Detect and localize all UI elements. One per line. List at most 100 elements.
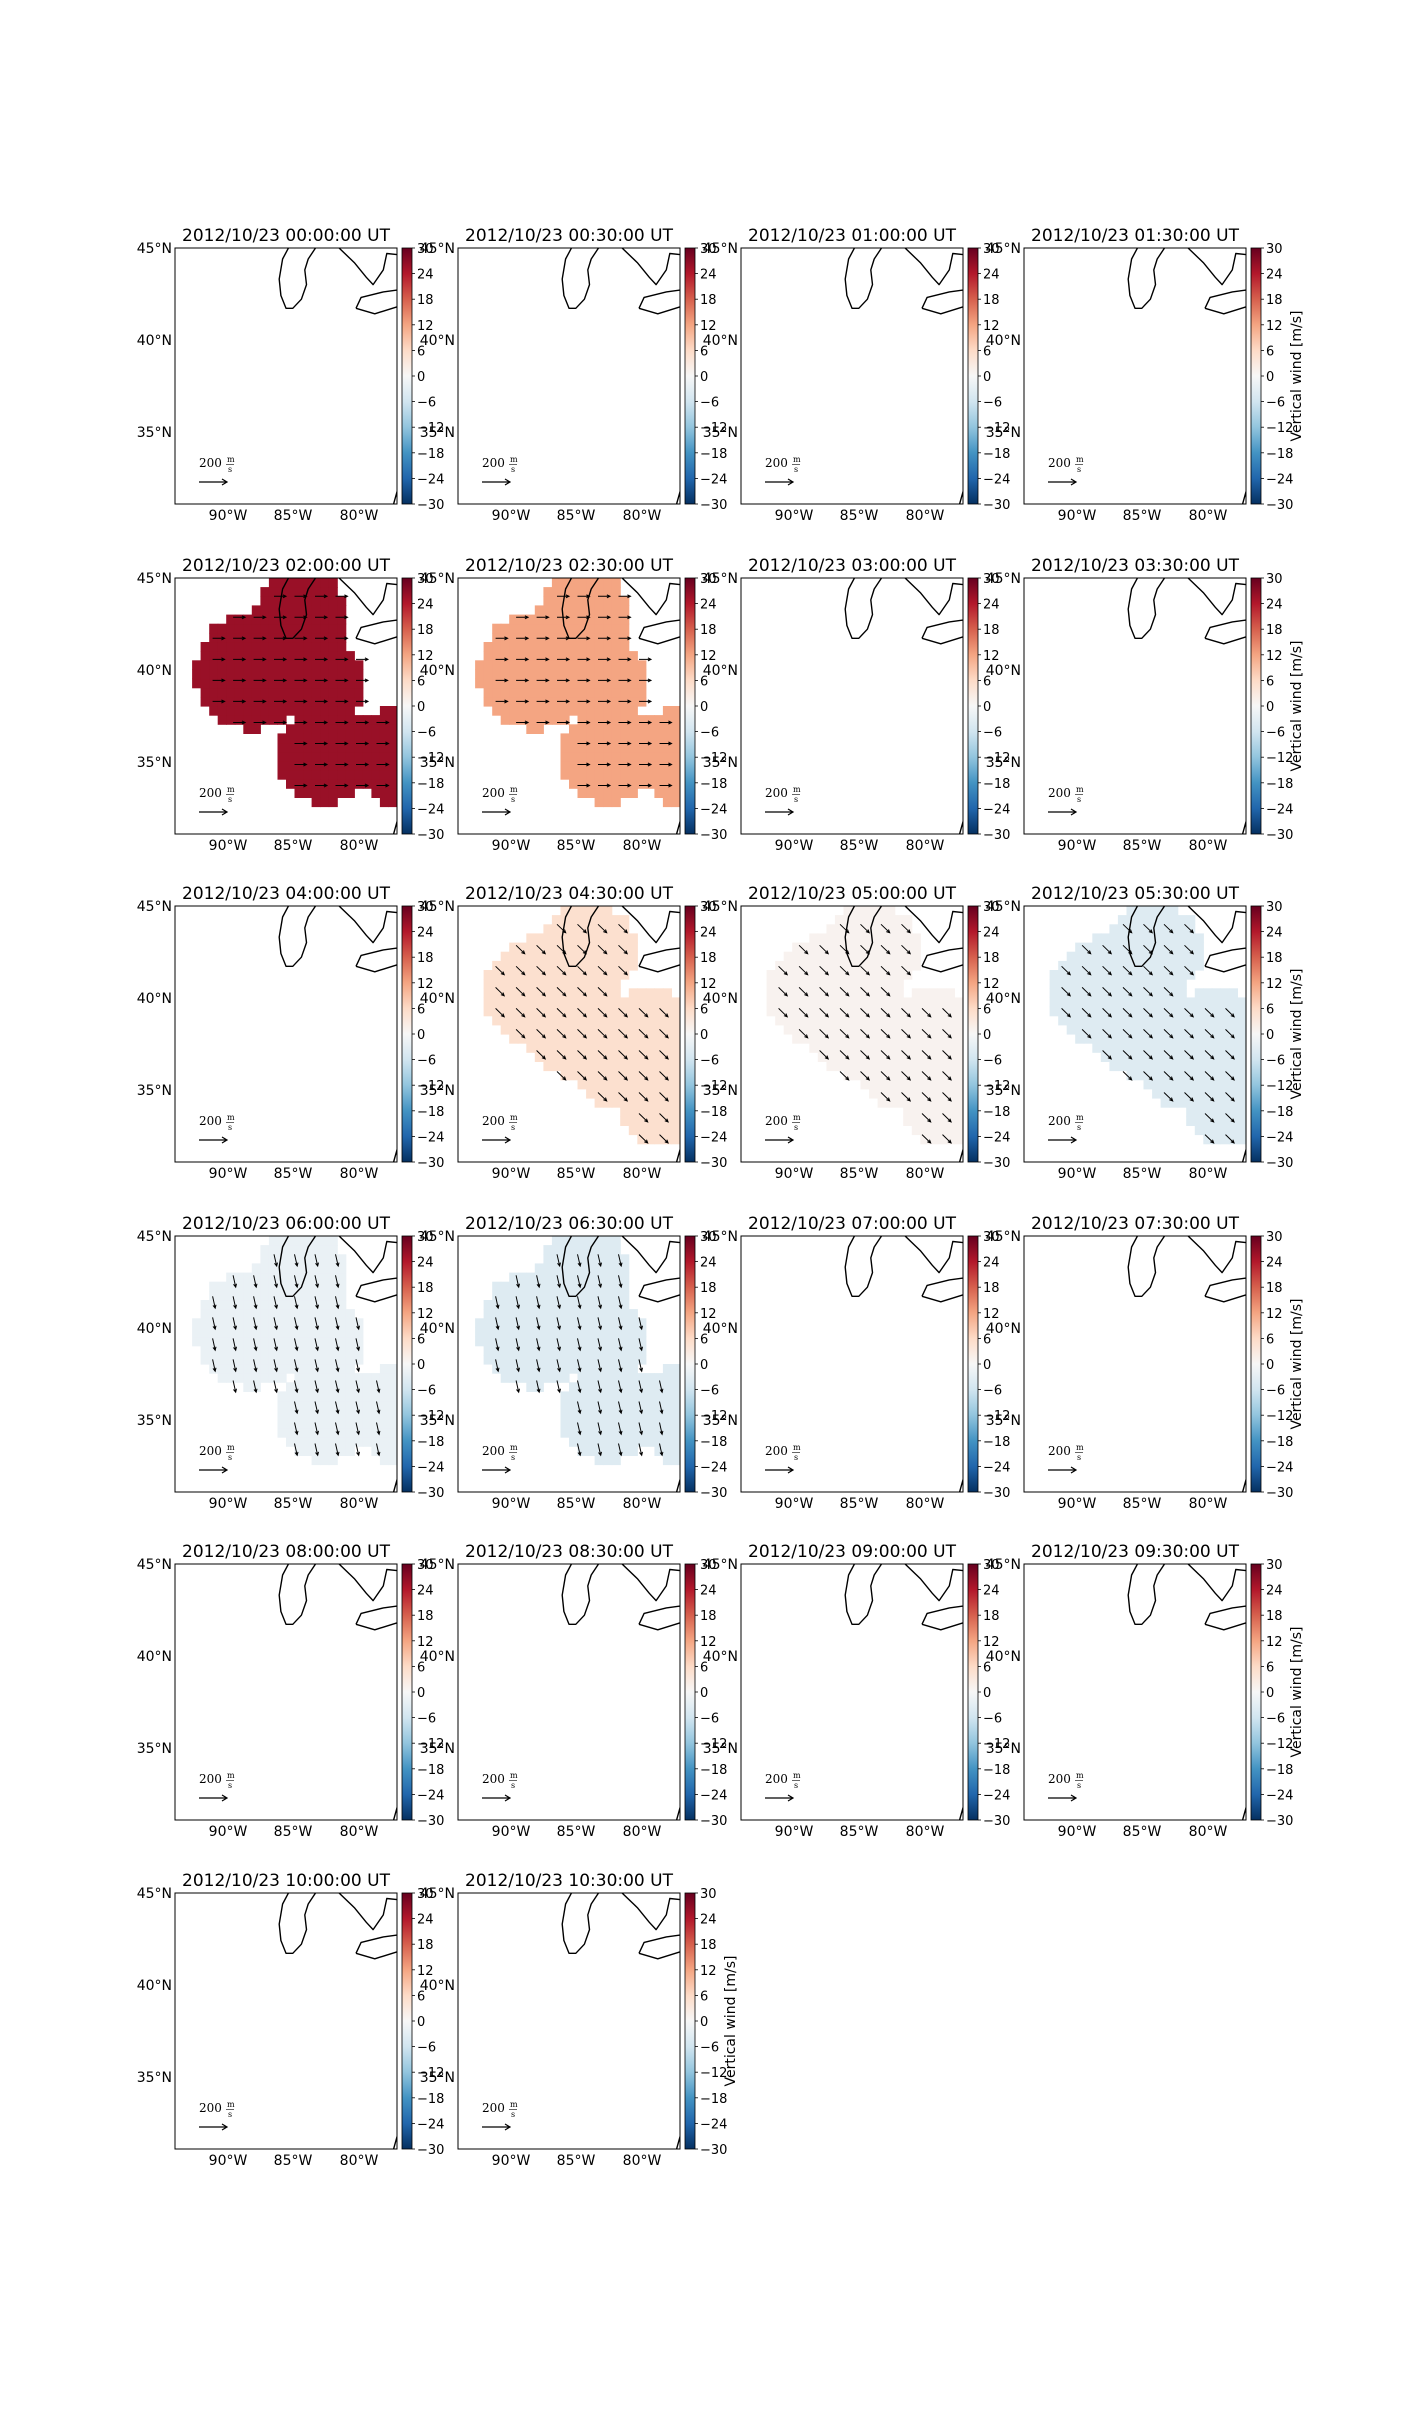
- colorbar-tick-label: −30: [700, 2143, 727, 2158]
- wind-arrow: [253, 678, 267, 683]
- wind-arrow: [1225, 1050, 1235, 1060]
- heat-cell: [877, 906, 887, 916]
- heat-cell: [603, 1034, 613, 1044]
- heat-cell: [662, 788, 672, 798]
- heat-cell: [577, 1446, 587, 1456]
- heat-cell: [277, 1373, 287, 1383]
- heat-cell: [775, 997, 785, 1008]
- heat-cell: [560, 1015, 570, 1026]
- heat-cell: [637, 1079, 647, 1090]
- heat-cell: [603, 942, 613, 953]
- heat-cell: [551, 1245, 561, 1255]
- wind-arrow: [1225, 1134, 1235, 1144]
- heat-cell: [534, 1354, 544, 1365]
- wind-arrow: [942, 1113, 952, 1123]
- heat-cell: [637, 678, 647, 689]
- heat-cell: [1177, 1061, 1187, 1072]
- heat-cell: [1228, 1061, 1238, 1072]
- heat-cell: [1083, 1015, 1093, 1026]
- colorbar-tick-label: 12: [417, 319, 434, 334]
- colorbar-tick-label: −24: [700, 472, 727, 487]
- heat-cell: [577, 915, 587, 925]
- heat-cell: [817, 1052, 827, 1062]
- heat-cell: [834, 933, 844, 944]
- heat-cell: [1194, 951, 1204, 962]
- heat-cell: [894, 988, 904, 998]
- heat-cell: [603, 660, 613, 670]
- heat-cell: [586, 733, 596, 744]
- heat-cell: [509, 1272, 519, 1283]
- heat-cell: [268, 706, 278, 716]
- wind-arrow: [1122, 1050, 1133, 1060]
- heat-cell: [1117, 1052, 1127, 1062]
- heat-cell: [620, 970, 630, 980]
- heat-cell: [500, 1024, 510, 1035]
- colorbar-tick-label: 0: [983, 1358, 991, 1373]
- panel-title: 2012/10/23 04:30:00 UT: [465, 884, 674, 904]
- heat-cell: [260, 587, 270, 597]
- heat-cell: [928, 1070, 938, 1081]
- heat-cell: [569, 596, 579, 606]
- heat-cell: [945, 1070, 955, 1081]
- heat-cell: [611, 687, 621, 698]
- lat-tick-label: 35°N: [986, 1741, 1021, 1757]
- heat-cell: [217, 651, 227, 661]
- heat-cell: [662, 1079, 672, 1090]
- heat-cell: [200, 1309, 210, 1319]
- wind-arrow: [212, 1317, 217, 1331]
- heat-cell: [534, 651, 544, 661]
- colorbar-tick-label: −18: [700, 1763, 727, 1778]
- colorbar-tick-label: 12: [700, 1635, 717, 1650]
- heat-cell: [1135, 988, 1145, 998]
- heat-cell: [603, 1024, 613, 1035]
- coastline: [1127, 906, 1166, 967]
- heat-cell: [937, 1107, 947, 1117]
- heat-cell: [551, 1354, 561, 1365]
- heat-cell: [1117, 1034, 1127, 1044]
- colorbar-tick-label: 30: [1266, 242, 1283, 257]
- heat-cell: [1100, 1043, 1110, 1053]
- heat-cell: [209, 1327, 219, 1338]
- heat-cell: [783, 997, 793, 1008]
- heat-cell: [268, 1336, 278, 1347]
- colorbar-tick-label: 6: [1266, 1332, 1274, 1347]
- scale-unit-num: m: [793, 1771, 801, 1780]
- heat-cell: [277, 1327, 287, 1338]
- heat-cell: [894, 1043, 904, 1053]
- heat-cell: [1126, 1015, 1136, 1026]
- heat-cell: [328, 587, 338, 597]
- heat-cell: [920, 1125, 930, 1136]
- heat-cell: [534, 997, 544, 1008]
- heat-cell: [337, 751, 347, 762]
- wind-arrow: [212, 1296, 217, 1310]
- heat-cell: [586, 1034, 596, 1044]
- wind-arrow: [274, 594, 288, 599]
- heat-cell: [260, 1345, 270, 1356]
- heat-cell: [517, 632, 527, 643]
- heat-cell: [577, 1015, 587, 1026]
- colorbar-tick-label: 30: [417, 900, 434, 915]
- heat-cell: [320, 1309, 330, 1319]
- heat-cell: [594, 660, 604, 670]
- heat-cell: [637, 1409, 647, 1420]
- heat-cell: [320, 1263, 330, 1274]
- heat-cell: [611, 1245, 621, 1255]
- heat-cell: [543, 687, 553, 698]
- colorbar-tick-label: 30: [700, 572, 717, 587]
- heat-cell: [543, 596, 553, 606]
- heat-cell: [192, 669, 202, 680]
- heat-cell: [1220, 1006, 1230, 1017]
- heat-cell: [594, 933, 604, 944]
- heat-cell: [620, 623, 630, 634]
- heat-cell: [337, 687, 347, 698]
- heat-cell: [1109, 1015, 1119, 1026]
- heat-cell: [834, 997, 844, 1008]
- heat-cell: [569, 988, 579, 998]
- heat-cell: [500, 988, 510, 998]
- heat-cell: [603, 578, 613, 588]
- heat-cell: [483, 669, 493, 680]
- heat-cell: [543, 997, 553, 1008]
- heat-cell: [826, 942, 836, 953]
- coastline: [638, 964, 680, 973]
- heat-cell: [388, 733, 397, 744]
